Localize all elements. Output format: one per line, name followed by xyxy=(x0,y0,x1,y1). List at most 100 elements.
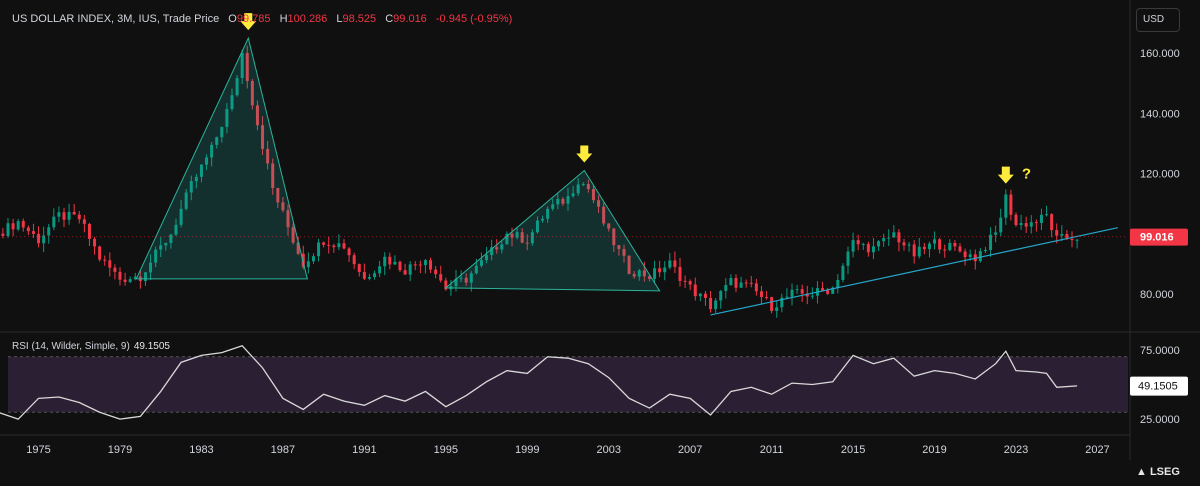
candle-body xyxy=(856,240,860,245)
candle-body xyxy=(1034,222,1038,224)
candle-body xyxy=(953,242,957,247)
candle-body xyxy=(576,184,580,194)
down-arrow-icon xyxy=(240,13,257,31)
candle-body xyxy=(454,278,458,287)
candle-body xyxy=(943,249,947,251)
time-tick-label: 1983 xyxy=(189,444,213,456)
candle-body xyxy=(877,241,881,247)
candle-body xyxy=(347,248,351,256)
candle-body xyxy=(357,264,361,272)
candle xyxy=(566,187,570,211)
candle xyxy=(347,247,351,262)
candle-body xyxy=(1004,194,1008,218)
candle-body xyxy=(948,242,952,251)
currency-button[interactable]: USD xyxy=(1136,8,1180,32)
candle xyxy=(505,231,509,245)
candle xyxy=(67,203,71,225)
candle xyxy=(836,273,840,294)
price-pane[interactable]: ? xyxy=(1,13,1128,318)
candle-body xyxy=(327,244,331,246)
candle xyxy=(179,199,183,228)
candle-body xyxy=(31,231,35,234)
candle xyxy=(989,227,993,257)
candle-body xyxy=(719,291,723,301)
candle-body xyxy=(581,184,585,186)
support-trendline xyxy=(710,227,1118,316)
candle xyxy=(1009,189,1013,221)
candle-body xyxy=(1060,234,1064,236)
candle xyxy=(597,195,601,214)
candle xyxy=(688,279,692,291)
candle xyxy=(790,283,794,306)
candle-body xyxy=(795,289,799,291)
candle-body xyxy=(612,228,616,246)
candle-body xyxy=(821,288,825,291)
candle-body xyxy=(785,296,789,298)
candle-body xyxy=(520,232,524,243)
candle-body xyxy=(296,242,300,254)
candle xyxy=(770,296,774,314)
candle xyxy=(1070,231,1074,248)
price-tick-label: 140.000 xyxy=(1140,108,1180,120)
candle xyxy=(938,237,942,254)
candle xyxy=(490,239,494,261)
candle xyxy=(276,187,280,208)
candle xyxy=(637,268,641,281)
candle xyxy=(556,193,560,210)
candle xyxy=(1055,223,1059,244)
candle-body xyxy=(184,192,188,209)
candle xyxy=(719,289,723,309)
candle-body xyxy=(383,256,387,267)
candle-body xyxy=(464,277,468,283)
rsi-label: RSI (14, Wilder, Simple, 9) xyxy=(12,341,130,352)
candle-body xyxy=(291,227,295,243)
candle xyxy=(500,241,504,254)
candle-body xyxy=(683,280,687,282)
candle-body xyxy=(42,235,46,244)
candle xyxy=(52,208,56,231)
candle-body xyxy=(734,277,738,288)
candle-body xyxy=(398,261,402,271)
candle-body xyxy=(703,293,707,298)
candle-body xyxy=(591,189,595,201)
candle-body xyxy=(958,246,962,252)
time-tick-label: 1995 xyxy=(434,444,458,456)
candle-body xyxy=(240,53,244,79)
candle xyxy=(591,184,595,204)
candle xyxy=(1004,189,1008,225)
candle-body xyxy=(994,232,998,235)
price-badge xyxy=(1130,228,1188,246)
candle-body xyxy=(220,126,224,138)
candle-body xyxy=(1075,239,1079,241)
low-value: 98.525 xyxy=(342,13,377,25)
candle-body xyxy=(47,227,51,236)
candle-body xyxy=(658,268,662,273)
candle xyxy=(128,276,132,284)
candle-body xyxy=(500,244,504,250)
candle-body xyxy=(505,233,509,245)
candle xyxy=(398,260,402,272)
candle-body xyxy=(57,212,61,217)
rsi-band xyxy=(8,356,1128,413)
rsi-pane[interactable] xyxy=(0,344,1128,420)
high-label: H xyxy=(279,13,288,25)
candle-body xyxy=(169,234,173,243)
candle xyxy=(439,265,443,283)
candle xyxy=(266,140,270,170)
candle xyxy=(271,158,275,195)
candle xyxy=(1039,208,1043,231)
candle-body xyxy=(938,239,942,250)
candle-body xyxy=(963,251,967,258)
candle xyxy=(1,228,5,239)
candle xyxy=(800,284,804,303)
candle-body xyxy=(917,246,921,257)
candle xyxy=(673,251,677,274)
axes: 160.000140.000120.000100.00080.00075.000… xyxy=(26,48,1188,456)
candle xyxy=(581,182,585,187)
candle-body xyxy=(159,245,163,250)
rsi-tick-label: 25.0000 xyxy=(1140,414,1180,426)
open-label: O xyxy=(228,13,237,25)
candle-body xyxy=(744,282,748,284)
candle-body xyxy=(52,216,56,228)
